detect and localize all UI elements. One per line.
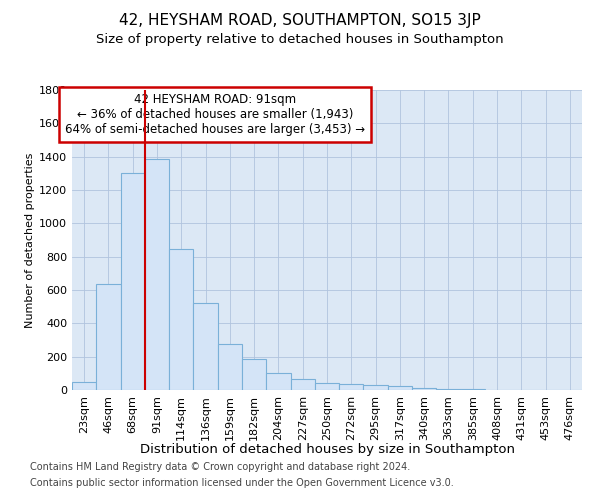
Bar xyxy=(121,172,145,390)
Bar xyxy=(266,372,290,390)
Bar xyxy=(218,344,242,390)
Text: Contains HM Land Registry data © Crown copyright and database right 2024.: Contains HM Land Registry data © Crown c… xyxy=(30,462,410,472)
Bar xyxy=(145,159,169,390)
Bar xyxy=(364,385,388,390)
Bar xyxy=(169,249,193,390)
Bar xyxy=(388,386,412,390)
Text: 42 HEYSHAM ROAD: 91sqm
← 36% of detached houses are smaller (1,943)
64% of semi-: 42 HEYSHAM ROAD: 91sqm ← 36% of detached… xyxy=(65,93,365,136)
Bar xyxy=(242,359,266,390)
Bar xyxy=(290,379,315,390)
Bar xyxy=(193,302,218,390)
Bar xyxy=(315,384,339,390)
Text: Distribution of detached houses by size in Southampton: Distribution of detached houses by size … xyxy=(139,442,515,456)
Bar xyxy=(436,388,461,390)
Text: 42, HEYSHAM ROAD, SOUTHAMPTON, SO15 3JP: 42, HEYSHAM ROAD, SOUTHAMPTON, SO15 3JP xyxy=(119,12,481,28)
Bar xyxy=(412,388,436,390)
Bar xyxy=(96,284,121,390)
Y-axis label: Number of detached properties: Number of detached properties xyxy=(25,152,35,328)
Bar xyxy=(339,384,364,390)
Bar xyxy=(72,382,96,390)
Text: Contains public sector information licensed under the Open Government Licence v3: Contains public sector information licen… xyxy=(30,478,454,488)
Text: Size of property relative to detached houses in Southampton: Size of property relative to detached ho… xyxy=(96,32,504,46)
Bar xyxy=(461,389,485,390)
